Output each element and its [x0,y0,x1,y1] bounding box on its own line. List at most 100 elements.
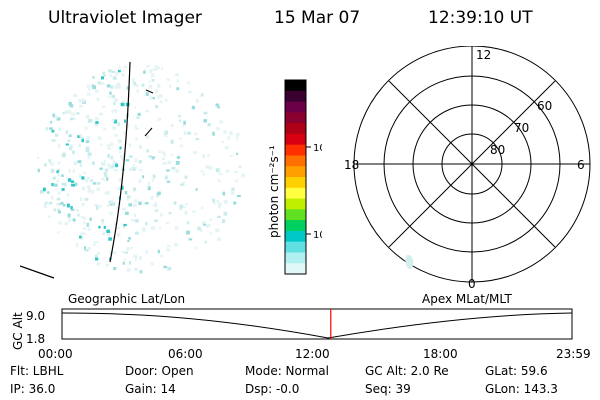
speckle [135,137,138,141]
speckle [191,105,195,110]
speckle [132,78,135,83]
speckle [79,134,82,138]
speckle [112,126,117,130]
speckle [145,92,149,96]
speckle [222,191,226,196]
speckle [116,206,120,210]
speckle [57,168,60,173]
speckle [45,127,48,131]
instrument-title: Ultraviolet Imager [48,8,202,28]
speckle [215,105,219,108]
speckle [71,184,75,187]
speckle [91,190,95,194]
speckle [77,213,80,217]
speckle [134,84,139,87]
lat-label-80: 80 [490,143,505,157]
image-speckles [37,65,246,274]
speckle [95,122,99,127]
speckle [78,143,82,148]
speckle [72,150,75,155]
speckle [73,161,77,166]
speckle [203,111,208,115]
speckle [208,224,211,227]
speckle [128,203,133,207]
speckle [217,215,221,218]
speckle [118,139,122,144]
speckle [128,143,131,148]
speckle [134,257,138,261]
speckle [159,100,163,104]
speckle [195,99,200,103]
speckle [67,213,71,218]
speckle [123,224,126,228]
colorbar-cell [285,198,306,210]
speckle [125,159,130,162]
speckle [227,136,230,140]
speckle [118,66,122,69]
speckle [186,230,190,235]
speckle [125,211,129,215]
speckle [80,232,84,236]
speckle [88,227,91,231]
colorbar-cell [285,123,306,135]
speckle [106,191,110,194]
speckle [52,113,56,118]
speckle [103,74,106,77]
speckle [203,119,207,123]
speckle [76,112,80,115]
speckle [111,94,116,99]
coast-segment-2 [144,127,153,137]
speckle [167,266,172,271]
speckle [62,111,65,115]
speckle [61,188,65,191]
speckle [135,127,140,130]
speckle [207,122,211,127]
speckle [94,117,99,121]
speckle [101,76,104,80]
speckle [113,119,118,124]
speckle [106,144,111,147]
speckle [86,222,89,227]
speckle [99,204,102,208]
speckle [206,224,209,228]
speckle [137,112,141,116]
speckle [108,237,112,241]
colorbar-cell [285,177,306,189]
speckle [195,138,200,141]
speckle [114,134,118,137]
speckle [50,120,53,124]
speckle [157,95,161,99]
speckle [166,245,171,248]
colorbar-cell [285,155,306,167]
speckle [151,157,155,161]
speckle [64,110,69,114]
speckle [145,250,148,254]
colorbar-cell [285,80,306,92]
speckle [106,84,111,88]
colorbar-cell [285,101,306,113]
speckle [110,199,114,203]
speckle [101,219,104,222]
speckle [202,172,205,176]
speckle [167,160,172,164]
speckle [205,165,209,169]
speckle [87,118,91,123]
colorbar-cell [285,230,306,243]
speckle [231,187,235,191]
speckle [233,201,237,205]
speckle [141,227,146,232]
speckle [146,149,149,153]
speckle [152,97,155,100]
speckle [68,101,72,106]
speckle [188,238,193,241]
speckle [126,268,131,272]
speckle [87,247,91,250]
speckle [61,154,66,158]
speckle [153,204,158,207]
speckle [68,218,71,222]
speckle [160,67,163,70]
speckle [110,85,114,89]
polar-speckle [405,254,414,270]
speckle [139,256,142,260]
speckle [112,159,115,162]
